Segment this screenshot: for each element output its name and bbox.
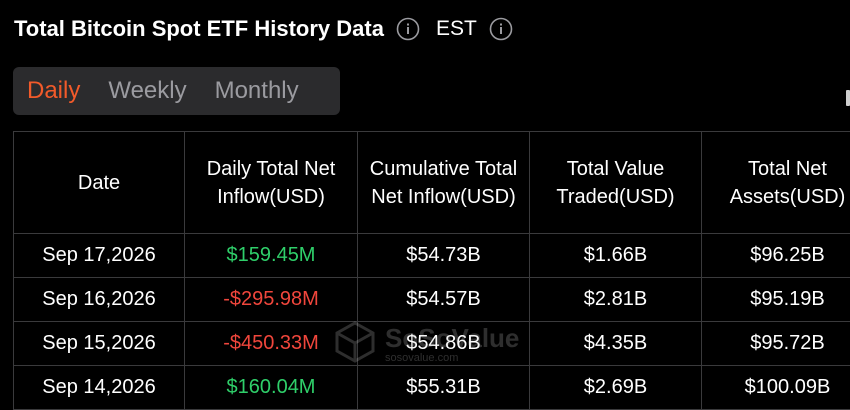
table-row: Sep 14,2026 $160.04M $55.31B $2.69B $100… xyxy=(14,366,850,410)
timezone-label: EST xyxy=(436,17,477,41)
period-tabs: Daily Weekly Monthly xyxy=(13,67,340,115)
column-header-cumulative-net-inflow[interactable]: Cumulative Total Net Inflow(USD) xyxy=(358,132,530,234)
cell-date: Sep 14,2026 xyxy=(14,366,185,410)
scrollbar-handle[interactable] xyxy=(846,90,850,106)
cell-net-assets: $95.19B xyxy=(702,278,850,322)
cell-daily-net-inflow: -$295.98M xyxy=(185,278,358,322)
cell-date: Sep 17,2026 xyxy=(14,234,185,278)
table-row: Sep 15,2026 -$450.33M $54.86B $4.35B $95… xyxy=(14,322,850,366)
title-info-icon[interactable] xyxy=(396,17,420,41)
tab-daily[interactable]: Daily xyxy=(13,67,94,115)
cell-daily-net-inflow: $159.45M xyxy=(185,234,358,278)
table-row: Sep 17,2026 $159.45M $54.73B $1.66B $96.… xyxy=(14,234,850,278)
column-header-net-assets[interactable]: Total Net Assets(USD) xyxy=(702,132,850,234)
cell-value-traded: $2.81B xyxy=(530,278,702,322)
cell-value-traded: $1.66B xyxy=(530,234,702,278)
cell-value-traded: $4.35B xyxy=(530,322,702,366)
cell-date: Sep 16,2026 xyxy=(14,278,185,322)
cell-cumulative-net-inflow: $55.31B xyxy=(358,366,530,410)
cell-daily-net-inflow: $160.04M xyxy=(185,366,358,410)
column-header-daily-net-inflow[interactable]: Daily Total Net Inflow(USD) xyxy=(185,132,358,234)
cell-value-traded: $2.69B xyxy=(530,366,702,410)
timezone-info-icon[interactable] xyxy=(489,17,513,41)
cell-cumulative-net-inflow: $54.57B xyxy=(358,278,530,322)
page-title: Total Bitcoin Spot ETF History Data xyxy=(14,16,384,42)
etf-history-table: Date Daily Total Net Inflow(USD) Cumulat… xyxy=(13,131,850,410)
cell-cumulative-net-inflow: $54.86B xyxy=(358,322,530,366)
column-header-date[interactable]: Date xyxy=(14,132,185,234)
tab-weekly[interactable]: Weekly xyxy=(94,67,200,115)
cell-cumulative-net-inflow: $54.73B xyxy=(358,234,530,278)
cell-net-assets: $96.25B xyxy=(702,234,850,278)
cell-net-assets: $100.09B xyxy=(702,366,850,410)
table-row: Sep 16,2026 -$295.98M $54.57B $2.81B $95… xyxy=(14,278,850,322)
column-header-value-traded[interactable]: Total Value Traded(USD) xyxy=(530,132,702,234)
table-header-row: Date Daily Total Net Inflow(USD) Cumulat… xyxy=(14,132,850,234)
tab-monthly[interactable]: Monthly xyxy=(201,67,313,115)
cell-date: Sep 15,2026 xyxy=(14,322,185,366)
cell-daily-net-inflow: -$450.33M xyxy=(185,322,358,366)
page-header: Total Bitcoin Spot ETF History Data EST xyxy=(14,12,513,46)
cell-net-assets: $95.72B xyxy=(702,322,850,366)
